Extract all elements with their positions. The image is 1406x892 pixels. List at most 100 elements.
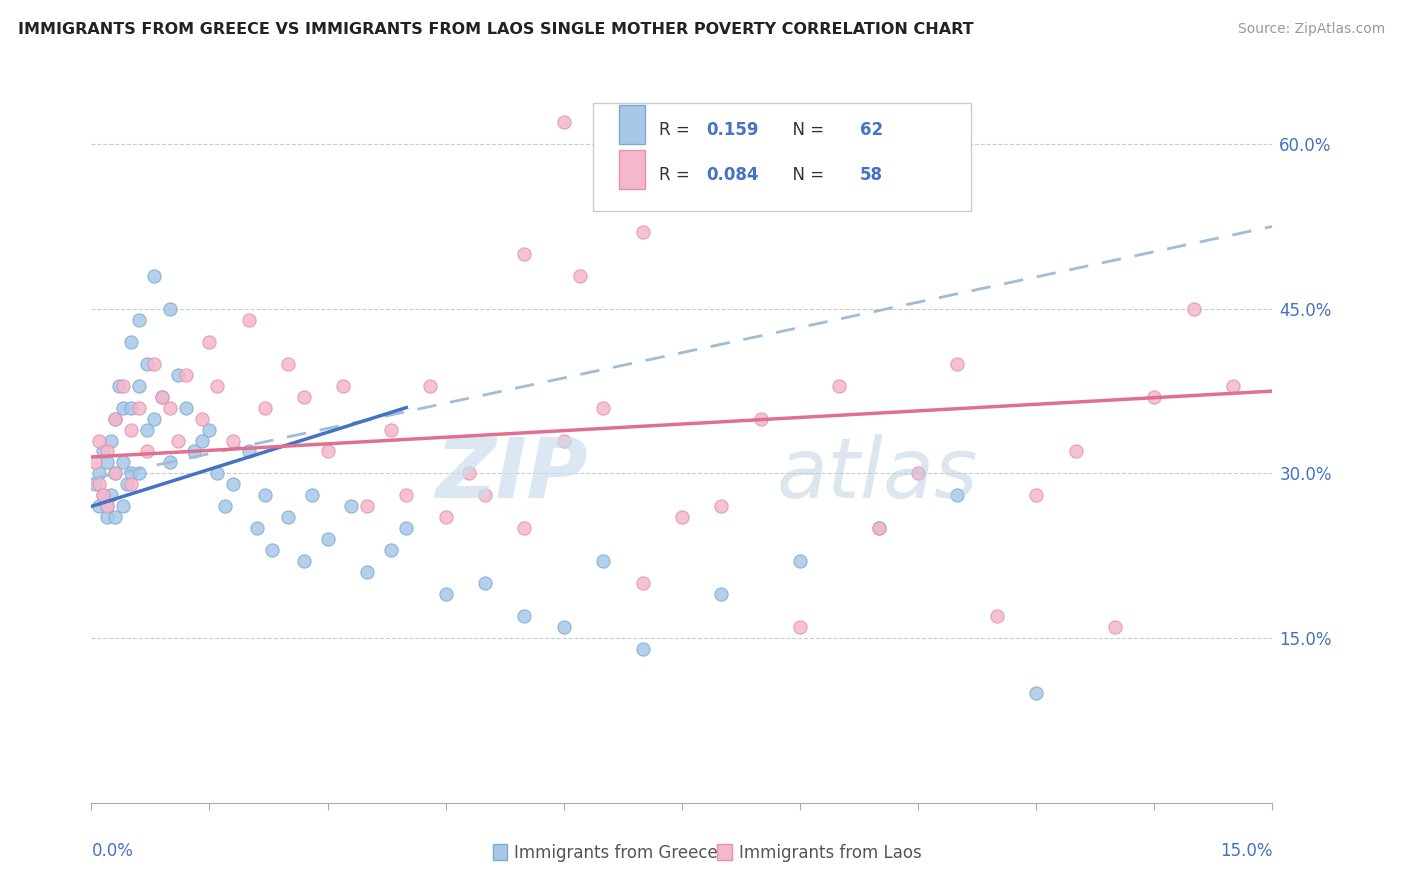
Point [128, 312, 150, 326]
Point [592, 401, 614, 415]
Point [419, 378, 441, 392]
Point [292, 554, 315, 568]
Bar [619, 150, 645, 189]
Point [340, 500, 363, 514]
Point [91, 488, 114, 502]
Point [1025, 488, 1047, 502]
Point [253, 401, 276, 415]
Point [143, 268, 166, 283]
Point [111, 455, 134, 469]
Bar [494, 844, 508, 860]
Text: ZIP: ZIP [434, 434, 588, 515]
Point [316, 533, 339, 547]
Text: R =: R = [659, 121, 696, 139]
Point [159, 455, 181, 469]
Text: IMMIGRANTS FROM GREECE VS IMMIGRANTS FROM LAOS SINGLE MOTHER POVERTY CORRELATION: IMMIGRANTS FROM GREECE VS IMMIGRANTS FRO… [18, 22, 974, 37]
Point [868, 521, 890, 535]
Point [789, 620, 811, 634]
Point [96, 510, 118, 524]
Point [104, 467, 127, 481]
Point [631, 642, 654, 657]
Point [474, 576, 496, 591]
Point [434, 510, 457, 524]
Point [986, 609, 1008, 624]
Point [120, 477, 142, 491]
Point [262, 543, 284, 558]
Point [207, 378, 229, 392]
Point [332, 378, 354, 392]
Point [104, 411, 127, 425]
Text: 0.159: 0.159 [707, 121, 759, 139]
Point [120, 401, 142, 415]
Point [84, 477, 107, 491]
Point [395, 521, 418, 535]
Point [749, 411, 772, 425]
Point [222, 434, 245, 448]
Point [150, 390, 173, 404]
Point [135, 357, 157, 371]
Point [671, 510, 693, 524]
Point [277, 510, 299, 524]
Text: 0.0%: 0.0% [91, 842, 134, 860]
Point [120, 423, 142, 437]
Point [128, 378, 150, 392]
Point [174, 368, 197, 382]
Point [108, 378, 131, 392]
Point [1104, 620, 1126, 634]
Point [190, 411, 212, 425]
Point [710, 587, 733, 601]
Text: atlas: atlas [776, 434, 979, 515]
Point [380, 543, 402, 558]
Point [568, 268, 591, 283]
FancyBboxPatch shape [593, 103, 972, 211]
Point [631, 225, 654, 239]
Text: R =: R = [659, 166, 696, 185]
Point [1143, 390, 1166, 404]
Point [553, 115, 575, 129]
Point [174, 401, 197, 415]
Point [631, 576, 654, 591]
Point [128, 401, 150, 415]
Text: 62: 62 [860, 121, 883, 139]
Point [135, 423, 157, 437]
Point [183, 444, 205, 458]
Point [434, 587, 457, 601]
Point [100, 434, 122, 448]
Bar [717, 844, 731, 860]
Bar [619, 105, 645, 145]
Text: Source: ZipAtlas.com: Source: ZipAtlas.com [1237, 22, 1385, 37]
Point [214, 500, 236, 514]
Point [316, 444, 339, 458]
Point [89, 500, 111, 514]
Point [946, 488, 969, 502]
Point [1182, 301, 1205, 316]
Text: 0.084: 0.084 [707, 166, 759, 185]
Point [111, 378, 134, 392]
Point [553, 620, 575, 634]
Point [356, 566, 378, 580]
Point [167, 368, 190, 382]
Point [513, 247, 536, 261]
Point [143, 357, 166, 371]
Point [96, 444, 118, 458]
Point [238, 444, 260, 458]
Point [91, 444, 114, 458]
Text: N =: N = [782, 166, 830, 185]
Point [115, 477, 138, 491]
Point [222, 477, 245, 491]
Point [190, 434, 212, 448]
Point [380, 423, 402, 437]
Point [1064, 444, 1087, 458]
Point [207, 467, 229, 481]
Point [946, 357, 969, 371]
Point [89, 477, 111, 491]
Point [277, 357, 299, 371]
Point [198, 334, 221, 349]
Point [89, 434, 111, 448]
Point [356, 500, 378, 514]
Text: 58: 58 [860, 166, 883, 185]
Point [553, 434, 575, 448]
Point [104, 467, 127, 481]
Point [84, 455, 107, 469]
Point [96, 500, 118, 514]
